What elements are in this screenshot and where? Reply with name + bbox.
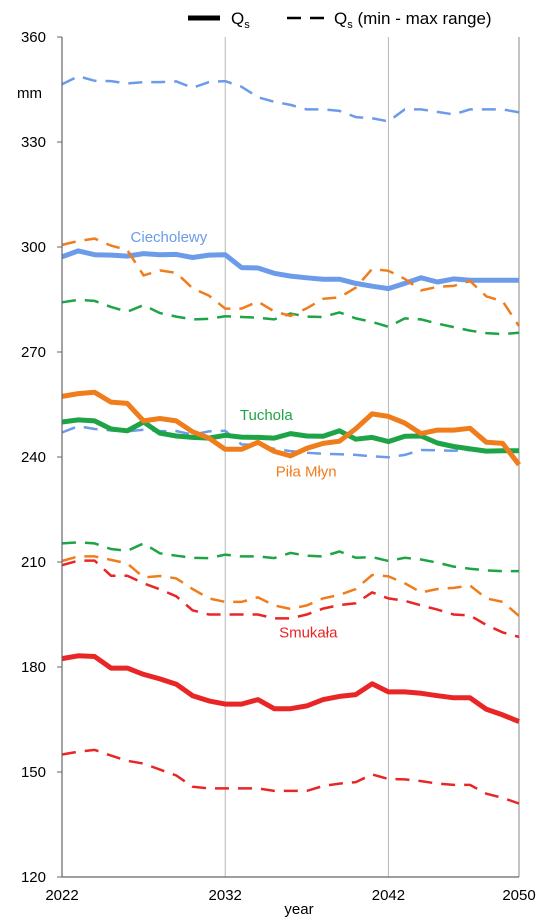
x-tick-label-2032: 2032 [209, 887, 242, 904]
x-tick-labels: 2022 2032 2042 2050 [45, 887, 535, 904]
legend-solid-label: Qs [231, 9, 250, 31]
series-tuchola-mean-line [61, 417, 519, 454]
series-labels: Ciecholewy Tuchola Piła Młyn Smukała [131, 229, 339, 642]
y-tick-labels: 120 150 180 210 240 270 300 330 360 [21, 29, 46, 886]
y-tick-label-270: 270 [21, 344, 46, 361]
x-axis-label: year [284, 901, 313, 918]
x-tick-label-2050: 2050 [502, 887, 535, 904]
series-smuka-a-mean-line [61, 653, 520, 724]
series-tuchola-min-line [61, 541, 519, 573]
y-tick-label-300: 300 [21, 239, 46, 256]
y-tick-label-210: 210 [21, 554, 46, 571]
series-label-ciecholewy: Ciecholewy [131, 229, 208, 246]
series-label-tuchola: Tuchola [240, 407, 293, 424]
legend-dashed-label: Qs (min - max range) [334, 9, 492, 31]
series-label-smuka-a: Smukała [279, 624, 338, 641]
series-smuka-a-min-line [61, 748, 520, 805]
y-axis-label: mm [17, 85, 42, 102]
series-ciecholewy-min-line [61, 424, 519, 459]
series-label-pi-a-m-yn: Piła Młyn [276, 463, 337, 480]
y-tick-label-120: 120 [21, 869, 46, 886]
series-pi-a-m-yn-max-line [61, 237, 521, 327]
y-tick-label-180: 180 [21, 659, 46, 676]
plot-lines [61, 74, 521, 805]
y-tick-label-330: 330 [21, 134, 46, 151]
series-pi-a-m-yn-min-line [61, 555, 520, 617]
x-tick-label-2042: 2042 [372, 887, 405, 904]
series-ciecholewy-max-line [61, 74, 520, 123]
y-tick-label-150: 150 [21, 764, 46, 781]
x-tick-label-2022: 2022 [45, 887, 78, 904]
series-pi-a-m-yn-mean-line [61, 389, 521, 467]
series-tuchola-max-line [61, 298, 520, 336]
legend: Qs Qs (min - max range) [188, 9, 492, 31]
gridlines [224, 37, 520, 877]
series-ciecholewy-mean-line [61, 248, 519, 292]
y-tick-label-240: 240 [21, 449, 46, 466]
axes [57, 36, 519, 878]
y-tick-label-360: 360 [21, 29, 46, 46]
